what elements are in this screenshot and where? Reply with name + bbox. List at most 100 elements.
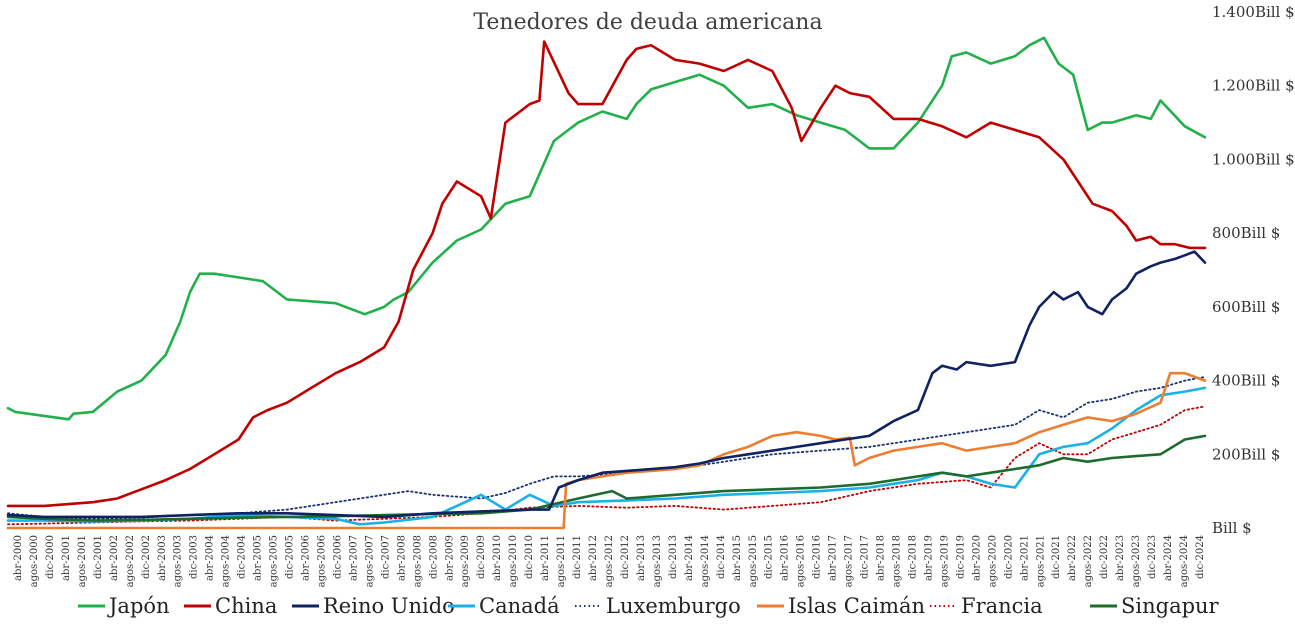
x-tick-label: abr-2015 [732, 535, 743, 581]
x-tick-label: dic-2022 [1099, 535, 1110, 579]
legend-label: Reino Unido [323, 594, 455, 618]
x-tick-label: abr-2013 [636, 535, 647, 581]
x-tick-label: agos-2001 [77, 535, 88, 587]
y-tick-label: 800Bill $ [1212, 224, 1280, 242]
x-tick-label: dic-2014 [716, 535, 727, 579]
x-tick-label: dic-2021 [1051, 535, 1062, 579]
series-line-reino-unido [6, 250, 1207, 519]
x-tick-label: dic-2023 [1147, 535, 1158, 579]
x-tick-label: agos-2008 [412, 535, 423, 587]
x-tick-label: dic-2024 [1195, 535, 1206, 579]
legend-label: China [215, 594, 277, 618]
x-axis-ticks: abr-2000 agos-2000 dic-2000 abr-2001 agos-20… [13, 535, 1206, 587]
legend-label: Islas Caimán [788, 594, 925, 618]
x-tick-label: agos-2012 [604, 535, 615, 587]
x-tick-label: abr-2007 [348, 535, 359, 581]
x-tick-label: abr-2014 [684, 535, 695, 581]
x-tick-label: dic-2015 [764, 535, 775, 579]
legend-label: Canadá [479, 594, 560, 618]
x-tick-label: agos-2009 [460, 535, 471, 587]
x-tick-label: abr-2017 [828, 535, 839, 581]
y-tick-label: 200Bill $ [1212, 445, 1280, 463]
x-tick-label: abr-2004 [205, 535, 216, 581]
x-tick-label: dic-2016 [812, 535, 823, 579]
x-tick-label: agos-2004 [221, 535, 232, 587]
y-tick-label: 600Bill $ [1212, 298, 1280, 316]
x-tick-label: dic-2013 [668, 535, 679, 579]
x-tick-label: abr-2023 [1115, 535, 1126, 581]
series-line-islas-caiman [6, 371, 1207, 530]
x-tick-label: agos-2005 [269, 535, 280, 587]
x-tick-label: dic-2009 [476, 535, 487, 579]
x-tick-label: agos-2003 [173, 535, 184, 587]
x-tick-label: agos-2014 [700, 535, 711, 587]
x-tick-label: abr-2003 [157, 535, 168, 581]
x-tick-label: agos-2016 [796, 535, 807, 587]
x-tick-label: abr-2018 [876, 535, 887, 581]
x-tick-label: dic-2003 [189, 535, 200, 579]
legend-label: Singapur [1121, 594, 1220, 618]
x-tick-label: abr-2012 [588, 535, 599, 581]
x-tick-label: abr-2016 [780, 535, 791, 581]
x-tick-label: abr-2021 [1019, 535, 1030, 581]
x-tick-label: agos-2002 [125, 535, 136, 587]
x-tick-label: agos-2010 [508, 535, 519, 587]
x-tick-label: abr-2022 [1067, 535, 1078, 581]
x-tick-label: agos-2021 [1035, 535, 1046, 587]
series-line-china [6, 40, 1207, 508]
x-tick-label: abr-2005 [253, 535, 264, 581]
x-tick-label: abr-2010 [492, 535, 503, 581]
x-tick-label: dic-2012 [620, 535, 631, 579]
x-tick-label: agos-2018 [892, 535, 903, 587]
legend: Japón China Reino Unido Canadá Luxemburgo Isl… [78, 594, 1220, 618]
series-line-canada [6, 386, 1207, 526]
x-tick-label: agos-2006 [317, 535, 328, 587]
x-tick-label: agos-2024 [1179, 535, 1190, 587]
x-tick-label: abr-2000 [13, 535, 24, 581]
x-tick-label: dic-2011 [572, 535, 583, 579]
x-tick-label: dic-2001 [93, 535, 104, 579]
x-tick-label: dic-2007 [380, 535, 391, 579]
x-tick-label: abr-2024 [1163, 535, 1174, 581]
x-tick-label: abr-2011 [540, 535, 551, 581]
x-tick-label: dic-2006 [333, 535, 344, 579]
x-tick-label: dic-2018 [908, 535, 919, 579]
x-tick-label: agos-2023 [1131, 535, 1142, 587]
x-tick-label: agos-2019 [939, 535, 950, 587]
x-tick-label: dic-2017 [860, 535, 871, 579]
x-tick-label: dic-2019 [955, 535, 966, 579]
x-tick-label: dic-2004 [237, 535, 248, 579]
x-tick-label: agos-2015 [748, 535, 759, 587]
x-tick-label: abr-2009 [444, 535, 455, 581]
x-tick-label: agos-2000 [29, 535, 40, 587]
y-tick-label: 400Bill $ [1212, 372, 1280, 390]
series-line-japon [6, 36, 1207, 421]
chart-title: Tenedores de deuda americana [473, 10, 822, 35]
x-tick-label: dic-2010 [524, 535, 535, 579]
x-tick-label: agos-2022 [1083, 535, 1094, 587]
x-tick-label: agos-2011 [556, 535, 567, 587]
x-tick-label: abr-2002 [109, 535, 120, 581]
series-lines [6, 36, 1207, 530]
x-tick-label: abr-2008 [396, 535, 407, 581]
y-tick-label: 1.400Bill $ [1212, 3, 1295, 21]
y-tick-label: Bill $ [1212, 519, 1252, 537]
x-tick-label: abr-2006 [301, 535, 312, 581]
x-tick-label: dic-2002 [141, 535, 152, 579]
series-line-francia [7, 405, 1206, 526]
x-tick-label: agos-2013 [652, 535, 663, 587]
x-tick-label: dic-2005 [285, 535, 296, 579]
x-tick-label: dic-2000 [45, 535, 56, 579]
x-tick-label: abr-2001 [61, 535, 72, 581]
x-tick-label: agos-2017 [844, 535, 855, 587]
y-tick-label: 1.000Bill $ [1212, 150, 1295, 168]
y-tick-label: 1.200Bill $ [1212, 77, 1295, 95]
x-tick-label: dic-2008 [428, 535, 439, 579]
x-tick-label: agos-2020 [987, 535, 998, 587]
legend-label: Japón [107, 594, 170, 618]
legend-label: Francia [961, 594, 1043, 618]
x-tick-label: abr-2020 [971, 535, 982, 581]
series-line-singapur [6, 434, 1207, 522]
